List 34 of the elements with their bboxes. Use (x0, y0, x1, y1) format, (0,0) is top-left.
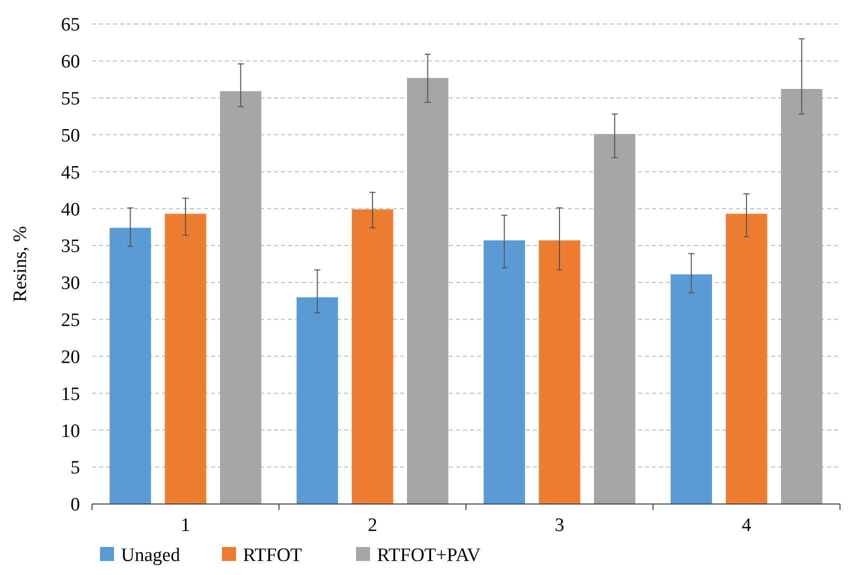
bar (406, 78, 448, 504)
legend-label: RTFOT (243, 545, 302, 566)
bar (220, 91, 262, 504)
legend-label: Unaged (121, 545, 181, 566)
y-tick-label: 5 (70, 458, 80, 479)
y-tick-label: 25 (61, 310, 80, 332)
y-tick-label: 20 (61, 346, 80, 368)
y-tick-label: 35 (61, 236, 80, 258)
bar (670, 274, 712, 504)
y-tick-label: 65 (61, 14, 80, 36)
bar (538, 240, 580, 504)
y-tick-label: 55 (61, 88, 80, 110)
y-tick-label: 0 (70, 494, 80, 516)
y-axis-title: Resins, % (10, 226, 31, 302)
y-tick-label: 40 (61, 199, 80, 220)
bar (164, 214, 206, 504)
y-tick-label: 60 (61, 52, 80, 73)
bar (484, 240, 526, 504)
x-tick-label: 1 (180, 515, 190, 536)
bar (594, 134, 636, 504)
x-tick-label: 2 (368, 515, 378, 536)
y-tick-label: 10 (61, 420, 80, 442)
bar (780, 88, 822, 504)
legend-label: RTFOT+PAV (377, 545, 481, 566)
y-tick-label: 45 (61, 162, 80, 184)
y-tick-label: 50 (61, 125, 80, 146)
bar (352, 209, 394, 504)
y-tick-label: 30 (61, 273, 80, 294)
x-tick-label: 4 (742, 515, 752, 536)
x-tick-label: 3 (554, 515, 564, 536)
y-tick-label: 15 (61, 384, 80, 405)
bar (110, 228, 152, 504)
bar (296, 297, 338, 504)
bar (726, 214, 768, 504)
